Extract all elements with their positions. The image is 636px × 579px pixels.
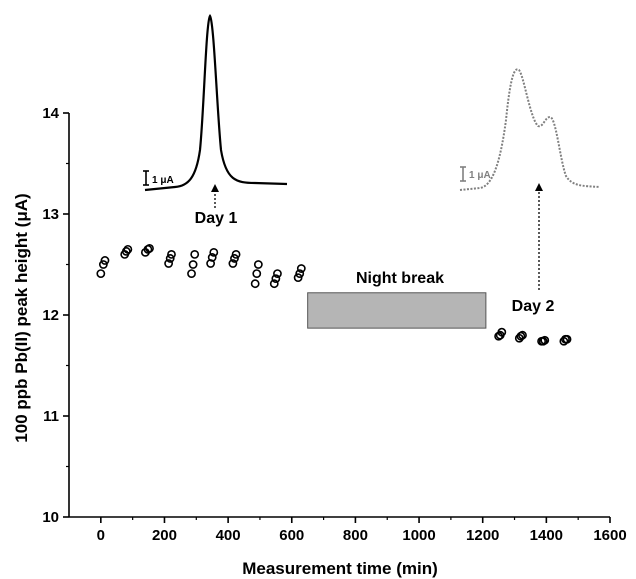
data-point: [187, 269, 196, 278]
data-point: [269, 279, 279, 289]
day1-label: Day 1: [195, 210, 238, 227]
x-tick-label: 200: [152, 527, 177, 544]
data-point: [98, 260, 108, 269]
data-point: [209, 247, 219, 257]
data-point: [295, 269, 305, 278]
day2-scale-label: 1 μA: [469, 170, 491, 181]
data-point: [206, 259, 216, 268]
y-tick-label: 10: [42, 509, 59, 526]
data-point: [165, 254, 175, 263]
data-point: [273, 269, 282, 278]
y-tick-label: 12: [42, 307, 59, 324]
day2-trace: [459, 68, 601, 191]
day1-arrowhead: [211, 184, 219, 192]
y-tick-label: 14: [42, 105, 59, 122]
x-tick-label: 1000: [402, 527, 435, 544]
data-point: [207, 253, 217, 262]
data-point: [540, 335, 550, 345]
data-point: [123, 244, 133, 254]
x-tick-label: 1400: [530, 527, 563, 544]
x-tick-label: 0: [97, 527, 105, 544]
day2-arrowhead: [535, 183, 543, 191]
night-break-label: Night break: [356, 270, 444, 287]
y-tick-label: 13: [42, 206, 59, 223]
day1-voltammogram: 1 μA Day 1: [143, 13, 288, 227]
data-point: [164, 259, 174, 268]
data-point: [188, 260, 198, 269]
x-tick-label: 1600: [593, 527, 626, 544]
data-point: [190, 249, 200, 259]
data-point: [96, 269, 106, 278]
x-tick-label: 1200: [466, 527, 499, 544]
data-point: [100, 256, 110, 265]
x-tick-label: 400: [216, 527, 241, 544]
data-point: [145, 243, 154, 253]
data-point: [167, 249, 176, 259]
day1-scale-bar: [143, 170, 149, 186]
x-tick-label: 600: [279, 527, 304, 544]
data-point: [518, 330, 527, 340]
data-point: [252, 269, 262, 278]
day2-voltammogram: 1 μA Day 2: [459, 68, 601, 315]
data-point: [293, 273, 303, 283]
data-point: [253, 260, 263, 269]
day1-trace: [144, 13, 288, 192]
data-point: [562, 334, 572, 344]
day1-scale-label: 1 μA: [152, 175, 174, 186]
y-axis-title: 100 ppb Pb(II) peak height (μA): [12, 193, 31, 442]
day2-scale-bar: [460, 166, 466, 182]
data-point: [296, 264, 306, 273]
data-point: [271, 274, 281, 284]
x-tick-label: 800: [343, 527, 368, 544]
data-point: [230, 254, 239, 263]
data-point: [250, 279, 260, 289]
data-point: [497, 327, 507, 337]
data-point: [228, 259, 238, 268]
night-break-box: [307, 292, 487, 329]
x-axis-title: Measurement time (min): [242, 559, 438, 578]
plot-layer: 0 200 400 600 800 1000 1200 1400 1600 10 11 12 13 14: [42, 105, 626, 544]
y-tick-label: 11: [43, 408, 59, 425]
data-point: [231, 249, 241, 259]
day2-label: Day 2: [512, 298, 555, 315]
data-point: [121, 246, 131, 256]
